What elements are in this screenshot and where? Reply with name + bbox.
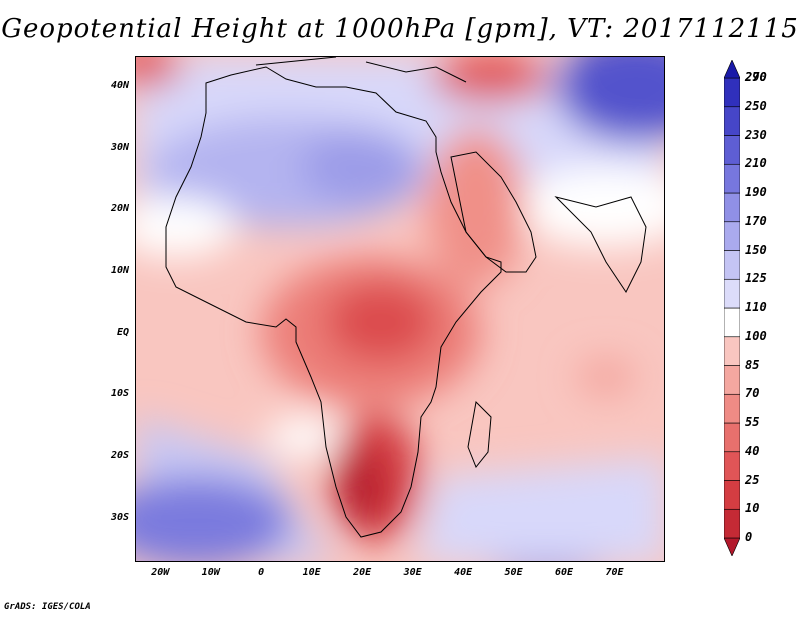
lon-label-20w: 20W [151,567,170,578]
west-africa-neutral [136,197,236,257]
southwest-high-core [136,477,291,561]
colorbar-label-25: 25 [745,472,760,487]
colorbar-swatch-5 [724,393,740,424]
northwest-corner-low [136,57,181,87]
colorbar-label-125: 125 [745,271,767,286]
colorbar-label-40: 40 [745,443,760,458]
colorbar-swatch-10 [724,250,740,280]
height-field [136,57,664,561]
colorbar-swatch-12 [724,192,740,223]
colorbar-label-0: 0 [745,530,753,544]
india-neutral [516,167,664,247]
lat-label-20s: 20S [110,450,129,462]
colorbar-swatch-7 [724,336,740,366]
colorbar-swatch-4 [724,422,740,453]
central-africa-low-core [326,282,436,362]
colorbar-label-250: 250 [745,98,767,113]
colorbar-swatch-1 [724,508,740,539]
colorbar-swatch-3 [724,451,740,481]
indian-ocean-low-patch [576,357,636,397]
coastlines [165,57,647,538]
colorbar-swatch-14 [724,135,740,165]
colorbar-label-210: 210 [745,156,767,171]
lat-label-10n: 10N [110,264,129,276]
colorbar-swatch-2 [724,480,740,510]
lon-label-50e: 50E [504,567,523,578]
lat-label-10s: 10S [110,388,129,400]
lon-label-10e: 10E [302,567,321,578]
colorbar-swatch-11 [724,221,740,251]
lon-label-10w: 10W [201,567,220,578]
black-sea-low [431,57,551,102]
colorbar-swatch-8 [724,307,740,338]
colorbar-swatch-0 [724,537,740,556]
lon-label-20e: 20E [353,567,372,578]
colorbar-swatch-13 [724,163,740,194]
lat-label-30n: 30N [110,141,129,153]
lon-label-40e: 40E [454,567,473,578]
southeast-high-band [416,457,664,561]
lon-label-30e: 30E [403,567,422,578]
lon-label-70e: 70E [605,567,624,578]
southern-africa-low-core [339,447,383,527]
arabia-coastline [450,151,537,273]
lat-label-20n: 20N [110,203,129,215]
lon-label-60e: 60E [555,567,574,578]
colorbar-label-70: 70 [745,386,760,401]
colorbar-label-150: 150 [745,242,767,257]
lon-label-0: 0 [258,567,265,578]
colorbar-label-10: 10 [745,501,760,516]
madagascar-coastline [467,400,492,468]
colorbar [724,60,740,556]
chart-title: Geopotential Height at 1000hPa [gpm], VT… [1,14,799,44]
colorbar-label-100: 100 [745,328,767,343]
colorbar-label-85: 85 [745,357,760,372]
africa-coastline [165,66,502,538]
angola-neutral [266,417,346,457]
colorbar-label-190: 190 [745,185,767,199]
sahara-high-core [301,129,421,205]
arabia-low-area [426,127,526,287]
colorbar-label-230: 230 [745,127,767,142]
colorbar-swatch-6 [724,365,740,395]
map-canvas [136,57,664,561]
colorbar-label-110: 110 [745,300,767,314]
lat-label-eq: EQ [116,326,129,338]
northeast-high-area [556,57,664,142]
lat-label-40n: 40N [110,79,129,91]
colorbar-swatch-17 [724,60,740,79]
colorbar-swatch-9 [724,278,740,309]
india-coastline [554,196,647,293]
credit-text: GrADS: IGES/COLA [4,602,91,612]
lat-label-30s: 30S [110,511,129,523]
colorbar-label-270: 270 [745,70,767,84]
colorbar-swatch-15 [724,106,740,136]
colorbar-swatch-16 [724,77,740,108]
colorbar-label-55: 55 [745,415,760,429]
map-panel [135,56,665,562]
colorbar-label-170: 170 [745,213,767,228]
colorbar-label-290: 290 [745,70,767,84]
europe-coastline [255,57,467,83]
